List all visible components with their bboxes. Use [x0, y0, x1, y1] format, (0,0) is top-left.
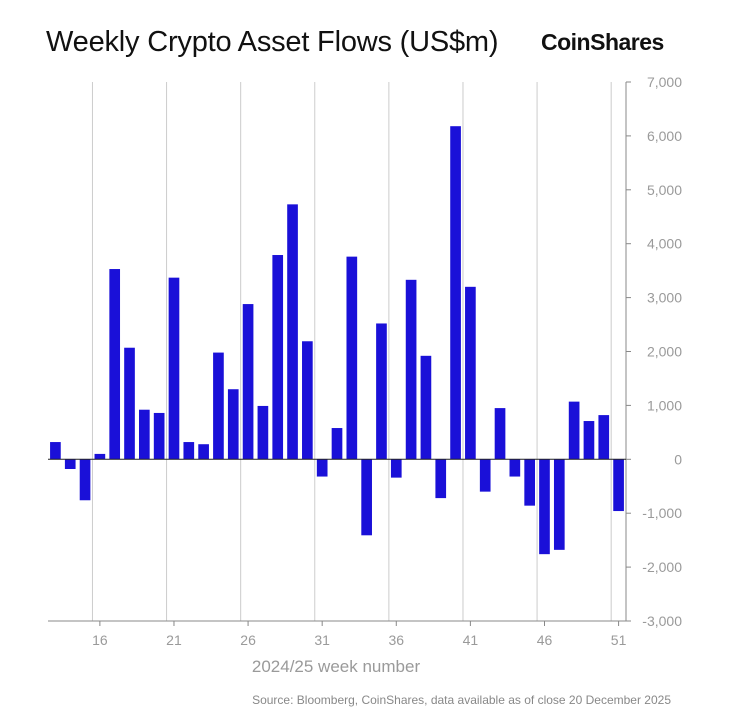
bar [94, 453, 106, 460]
bar [509, 459, 521, 477]
y-tick-label: 3,000 [647, 290, 682, 306]
bar [613, 459, 624, 512]
bar [198, 444, 209, 460]
bars [50, 126, 624, 555]
bar [568, 401, 580, 460]
bar [272, 255, 284, 460]
bar [79, 459, 91, 501]
y-tick-label: 2,000 [647, 344, 682, 360]
bar [287, 204, 298, 460]
x-tick-label: 36 [388, 632, 404, 648]
y-tick-label: 5,000 [647, 182, 682, 198]
x-tick-label: 21 [166, 632, 182, 648]
bar [435, 459, 447, 499]
x-tick-labels: 16 21 26 31 36 41 46 51 [92, 632, 627, 648]
x-tick-label: 31 [314, 632, 330, 648]
axes [48, 81, 631, 626]
bar [331, 428, 343, 460]
y-tick-label: 6,000 [647, 128, 682, 144]
x-tick-label: 41 [463, 632, 479, 648]
bar [494, 408, 506, 460]
bar [346, 256, 358, 460]
bar [138, 409, 150, 460]
grid-lines [91, 82, 612, 621]
bar [405, 279, 417, 460]
x-tick-label: 16 [92, 632, 108, 648]
bar [213, 352, 224, 460]
y-tick-label: -3,000 [642, 613, 682, 629]
bar [316, 459, 328, 477]
bar [50, 442, 61, 460]
y-tick-label: 0 [674, 451, 682, 467]
chart-title: Weekly Crypto Asset Flows (US$m) [46, 26, 499, 58]
bar [583, 421, 595, 460]
bar [153, 412, 165, 460]
x-axis-label: 2024/25 week number [252, 657, 421, 676]
bar [390, 459, 402, 478]
bar [257, 405, 269, 460]
bar [227, 389, 239, 460]
y-tick-label: 1,000 [647, 397, 682, 413]
bar [450, 126, 461, 460]
bar [524, 459, 536, 506]
bar [479, 459, 491, 492]
x-tick-label: 26 [240, 632, 256, 648]
y-tick-labels: 7,000 6,000 5,000 4,000 3,000 2,000 1,000 0 -1,0… [642, 74, 682, 629]
bar [124, 347, 135, 460]
y-tick-label: -1,000 [642, 505, 682, 521]
brand-logo: CoinShares [541, 29, 664, 55]
bar [302, 341, 313, 460]
source-note: Source: Bloomberg, CoinShares, data avai… [252, 693, 671, 707]
x-tick-label: 51 [611, 632, 627, 648]
bar [64, 459, 76, 470]
y-tick-label: 7,000 [647, 74, 682, 90]
bar [168, 277, 180, 460]
x-tick-label: 46 [537, 632, 553, 648]
y-tick-label: -2,000 [642, 559, 682, 575]
bar [242, 304, 254, 460]
bar [465, 286, 476, 460]
bar [361, 459, 372, 536]
bar [109, 269, 121, 460]
bar [183, 442, 195, 460]
y-tick-label: 4,000 [647, 236, 682, 252]
bar [539, 459, 550, 555]
bar [376, 323, 387, 460]
bar [553, 459, 565, 550]
bar [420, 355, 432, 460]
bar [598, 415, 610, 460]
